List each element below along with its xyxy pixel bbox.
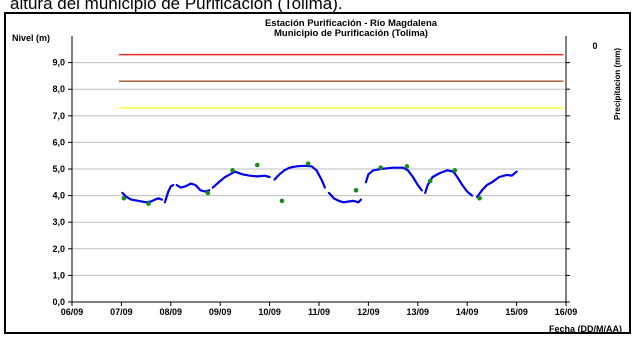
y-tick-label: 9,0 (52, 58, 65, 68)
measurement-point (404, 164, 410, 169)
level-line-segment (476, 170, 518, 198)
measurement-point (353, 187, 359, 193)
y2-tick-label: 0 (592, 41, 597, 51)
x-tick-label: 14/09 (456, 307, 479, 317)
chart-frame: Estación Purificación - Río Magdalena Mu… (4, 12, 631, 334)
y2-axis-label: Precipitacion (mm) (613, 48, 622, 120)
y-axis-label: Nivel (m) (12, 33, 50, 43)
level-series (121, 164, 518, 204)
axes (68, 36, 570, 306)
measurement-point (230, 168, 235, 173)
x-tick-label: 15/09 (505, 307, 528, 317)
chart-title: Estación Purificación - Río Magdalena (265, 18, 438, 29)
figure-caption: altura del municipio de Purificación (To… (10, 0, 343, 13)
level-line-segment (424, 169, 474, 197)
x-tick-label: 16/09 (555, 307, 578, 317)
tick-labels: 0,0 1,0 2,0 3,0 4,0 5,0 6,0 7,0 8,0 9,0 06/09 07/09… (52, 58, 577, 317)
level-line-segment (364, 166, 423, 192)
level-line-segment (273, 164, 326, 189)
y-tick-label: 1,0 (52, 270, 65, 280)
measurement-point (452, 168, 458, 173)
threshold-lines (118, 53, 564, 109)
measurement-point (254, 162, 260, 168)
x-tick-label: 09/09 (209, 307, 232, 317)
x-tick-label: 10/09 (258, 307, 281, 317)
y-tick-label: 4,0 (52, 191, 65, 201)
y-tick-label: 0,0 (52, 297, 65, 307)
y-tick-label: 3,0 (52, 217, 65, 227)
chart-svg: Estación Purificación - Río Magdalena Mu… (12, 18, 622, 334)
measurement-point (205, 190, 211, 196)
x-tick-label: 12/09 (357, 307, 380, 317)
y-tick-label: 8,0 (52, 84, 65, 94)
y-tick-label: 5,0 (52, 164, 65, 174)
chart-subtitle: Municipio de Purificación (Tolima) (274, 28, 428, 39)
level-line-segment (121, 191, 163, 204)
y-tick-label: 6,0 (52, 137, 65, 147)
level-line-segment (327, 191, 363, 204)
x-axis-label: Fecha (DD/M/AA) (549, 324, 622, 334)
y-tick-label: 2,0 (52, 244, 65, 254)
measurement-point (279, 198, 285, 204)
x-tick-label: 06/09 (61, 307, 84, 317)
measurement-point (378, 165, 384, 170)
x-tick-label: 13/09 (407, 307, 430, 317)
measurement-point (427, 178, 433, 184)
x-tick-label: 11/09 (308, 307, 330, 317)
measurement-point (121, 195, 127, 201)
level-line-segment (163, 183, 175, 204)
measurement-point (146, 201, 151, 206)
measurement-points (121, 161, 482, 206)
measurement-point (305, 161, 311, 166)
measurement-point (477, 195, 482, 201)
x-tick-label: 07/09 (110, 307, 133, 317)
level-line-segment (211, 170, 271, 189)
level-line-segment (175, 182, 211, 193)
y-tick-label: 7,0 (52, 111, 65, 121)
x-tick-label: 08/09 (160, 307, 183, 317)
